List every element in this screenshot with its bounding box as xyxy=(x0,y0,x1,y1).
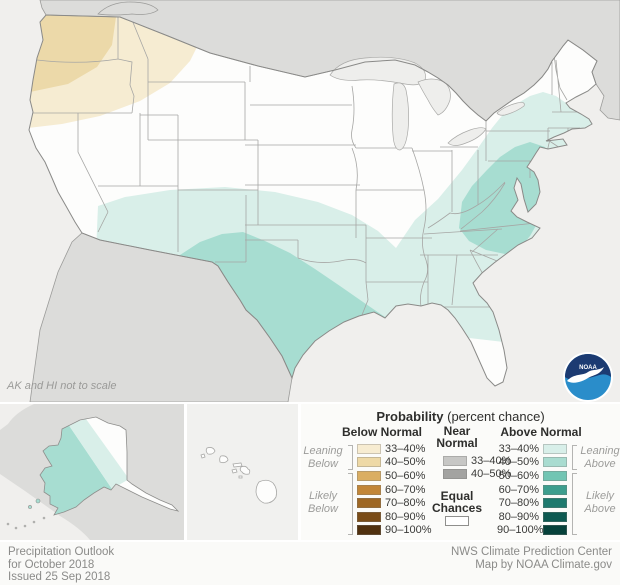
conus-map: AK and HI not to scale NOAA xyxy=(0,0,620,402)
region-above-40-50-east xyxy=(459,142,552,254)
legend-row: 50–60% xyxy=(497,469,567,483)
legend-row: 90–100% xyxy=(357,524,432,538)
lake-michigan xyxy=(391,82,410,151)
caption-left: Precipitation Outlook for October 2018 I… xyxy=(8,546,115,583)
legend-row: 70–80% xyxy=(357,496,432,510)
likely-below-bracket xyxy=(348,473,353,535)
below-swatch-50-60 xyxy=(357,470,381,481)
legend-row: 40–50% xyxy=(497,456,567,470)
legend-below-header: Below Normal xyxy=(341,425,422,439)
legend-row: 33–40% xyxy=(357,442,432,456)
legend-near-rows: 33–40% 40–50% xyxy=(443,454,511,481)
caption-bar: Precipitation Outlook for October 2018 I… xyxy=(0,542,620,585)
region-below-40-50 xyxy=(29,15,117,92)
legend-near-header: Near Normal xyxy=(436,424,478,450)
leaning-above-bracket xyxy=(572,445,577,470)
legend-row: 70–80% xyxy=(497,496,567,510)
alaska-inset xyxy=(0,404,184,540)
lake-erie xyxy=(447,127,487,146)
below-swatch-40-50 xyxy=(357,457,381,468)
map-note: AK and HI not to scale xyxy=(6,380,116,392)
leaning-below-bracket xyxy=(348,445,353,470)
legend-panel: Probability (percent chance) Below Norma… xyxy=(301,404,620,540)
below-swatch-90-100 xyxy=(357,525,381,536)
legend-title: Probability (percent chance) xyxy=(301,409,620,424)
legend-title-rest: (percent chance) xyxy=(443,409,545,424)
leaning-below-label: Leaning Below xyxy=(303,445,343,470)
noaa-logo: NOAA xyxy=(563,352,613,402)
above-swatch-70-80 xyxy=(543,498,567,509)
above-swatch-60-70 xyxy=(543,484,567,495)
legend-above-header: Above Normal xyxy=(500,425,582,439)
legend-row: 60–70% xyxy=(497,483,567,497)
below-swatch-33-40 xyxy=(357,443,381,454)
near-swatch-40-50 xyxy=(443,469,467,480)
below-swatch-60-70 xyxy=(357,484,381,495)
lake-ontario xyxy=(496,102,525,116)
above-swatch-90-100 xyxy=(543,525,567,536)
above-swatch-80-90 xyxy=(543,511,567,522)
likely-above-label: Likely Above xyxy=(584,490,616,515)
below-swatch-80-90 xyxy=(357,511,381,522)
legend-above-rows: 33–40% 40–50% 50–60% 60–70% 70–80% 80–90… xyxy=(497,442,567,537)
legend-row: 80–90% xyxy=(497,510,567,524)
leaning-above-label: Leaning Above xyxy=(580,445,620,470)
likely-above-bracket xyxy=(572,473,577,535)
state-borders xyxy=(30,17,585,329)
above-swatch-50-60 xyxy=(543,470,567,481)
legend-row: 60–70% xyxy=(357,483,432,497)
great-lakes xyxy=(329,56,525,151)
legend-row: 90–100% xyxy=(497,524,567,538)
alaska-above-33-40 xyxy=(68,419,129,489)
near-swatch-33-40 xyxy=(443,455,467,466)
legend-title-bold: Probability xyxy=(376,409,444,424)
below-swatch-70-80 xyxy=(357,498,381,509)
above-swatch-40-50 xyxy=(543,457,567,468)
aleutian-islands xyxy=(6,498,46,530)
hawaiian-islands xyxy=(200,447,277,504)
hawaii-inset xyxy=(187,404,298,540)
legend-row: 40–50% xyxy=(443,468,511,482)
legend-row: 40–50% xyxy=(357,456,432,470)
caption-right: NWS Climate Prediction Center Map by NOA… xyxy=(450,546,612,571)
above-swatch-33-40 xyxy=(543,443,567,454)
legend-row: 33–40% xyxy=(497,442,567,456)
vancouver-island xyxy=(97,1,159,16)
likely-below-label: Likely Below xyxy=(308,490,338,515)
noaa-logo-text: NOAA xyxy=(579,365,597,371)
legend-row: 33–40% xyxy=(443,454,511,468)
equal-chances-swatch xyxy=(445,516,469,526)
legend-row: 80–90% xyxy=(357,510,432,524)
equal-chances-label: Equal Chances xyxy=(431,489,483,515)
legend-below-rows: 33–40% 40–50% 50–60% 60–70% 70–80% 80–90… xyxy=(357,442,432,537)
legend-row: 50–60% xyxy=(357,469,432,483)
